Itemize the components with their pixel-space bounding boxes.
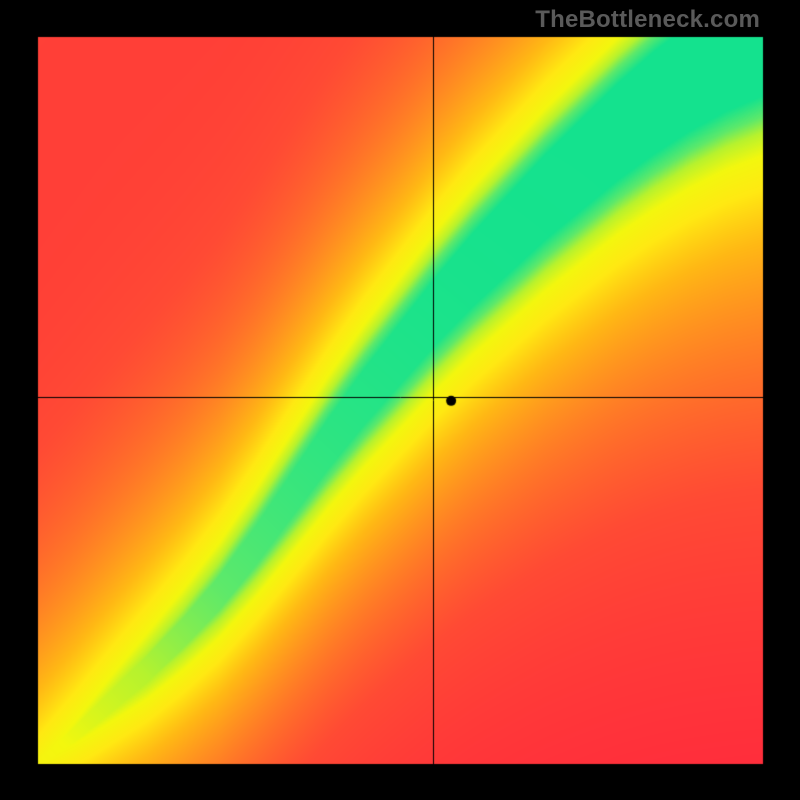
bottleneck-heatmap [0, 0, 800, 800]
chart-stage: { "watermark": { "text": "TheBottleneck.… [0, 0, 800, 800]
watermark-text: TheBottleneck.com [535, 6, 760, 34]
